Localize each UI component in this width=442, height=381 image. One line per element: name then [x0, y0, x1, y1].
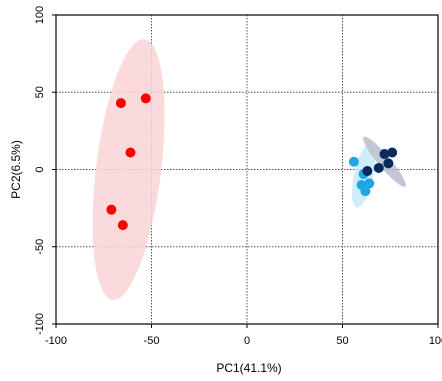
x-tick-label: 100	[429, 335, 442, 347]
axis-ticks: -100 -50 0 50 100 -100 -50 0 50 100	[34, 6, 442, 347]
data-point-series-3	[379, 149, 390, 160]
y-tick-label: 50	[34, 86, 46, 98]
data-point-series-1	[115, 98, 126, 109]
x-tick-label: -100	[45, 335, 67, 347]
data-point-series-2	[364, 178, 375, 189]
data-point-series-2	[360, 186, 371, 197]
y-tick-label: -50	[34, 239, 46, 255]
data-points	[106, 93, 398, 231]
y-tick-label: 100	[34, 6, 46, 24]
x-axis-title: PC1(41.1%)	[216, 361, 281, 375]
data-point-series-3	[383, 158, 394, 169]
x-tick-label: 0	[244, 335, 250, 347]
data-point-series-3	[373, 162, 384, 173]
y-tick-label: -100	[34, 313, 46, 335]
y-tick-label: 0	[34, 166, 46, 172]
confidence-ellipse-1	[92, 39, 165, 300]
data-point-series-1	[125, 147, 136, 158]
data-point-series-1	[106, 204, 117, 215]
data-point-series-2	[348, 156, 359, 167]
y-axis-title: PC2(6.5%)	[9, 140, 23, 199]
data-point-series-1	[140, 93, 151, 104]
data-point-series-1	[117, 220, 128, 231]
data-point-series-3	[362, 166, 373, 177]
data-point-series-3	[387, 147, 398, 158]
x-tick-label: -50	[144, 335, 160, 347]
x-tick-label: 50	[336, 335, 348, 347]
